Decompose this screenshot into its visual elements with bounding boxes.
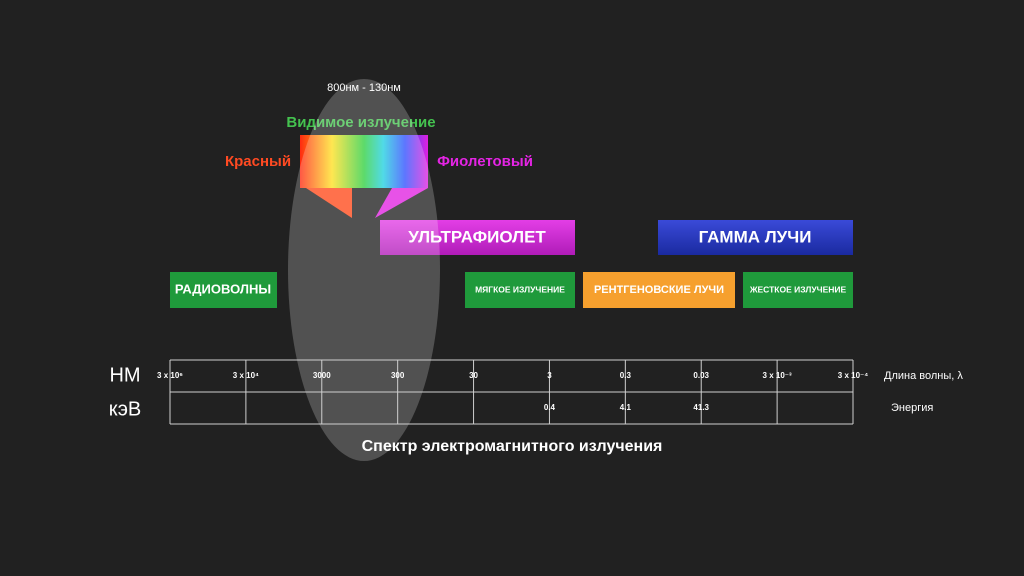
- caption: Спектр электромагнитного излучения: [362, 438, 663, 455]
- red-pointer: [306, 188, 352, 218]
- energy-label: 0.4: [544, 403, 556, 412]
- visible-spectrum: [300, 135, 428, 188]
- visible-highlight: [288, 79, 440, 461]
- energy-label: 4.1: [620, 403, 632, 412]
- unit-label: кэВ: [109, 398, 142, 420]
- red-label: Красный: [225, 153, 291, 170]
- soft-band: [465, 272, 575, 308]
- wavelength-label: 300: [391, 371, 405, 380]
- wavelength-label: 3 x 10⁻⁴: [838, 371, 868, 380]
- visible-range: 800нм - 130нм: [327, 82, 401, 94]
- band-label: МЯГКОЕ ИЗЛУЧЕНИЕ: [475, 284, 565, 294]
- band-label: РЕНТГЕНОВСКИЕ ЛУЧИ: [594, 284, 724, 296]
- visible-title: Видимое излучение: [286, 114, 435, 131]
- wavelength-caption: Длина волны, λ: [884, 370, 963, 382]
- hard-band: [743, 272, 853, 308]
- wavelength-label: 3000: [313, 371, 331, 380]
- unit-label: НМ: [109, 364, 140, 386]
- violet-pointer: [375, 188, 428, 218]
- wavelength-label: 0.3: [620, 371, 632, 380]
- band-label: УЛЬТРАФИОЛЕТ: [408, 227, 546, 246]
- wavelength-label: 0.03: [693, 371, 709, 380]
- violet-label: Фиолетовый: [437, 153, 533, 170]
- energy-caption: Энергия: [891, 402, 933, 414]
- wavelength-label: 3 x 10⁴: [233, 371, 259, 380]
- wavelength-label: 3 x 10⁻³: [763, 371, 792, 380]
- wavelength-label: 3: [547, 371, 552, 380]
- ultraviolet-band: [380, 220, 575, 255]
- band-label: РАДИОВОЛНЫ: [175, 281, 271, 296]
- xray-band: [583, 272, 735, 308]
- band-label: ЖЕСТКОЕ ИЗЛУЧЕНИЕ: [749, 284, 847, 294]
- wavelength-label: 3 x 10⁶: [157, 371, 183, 380]
- energy-label: 41.3: [693, 403, 709, 412]
- gamma-band: [658, 220, 853, 255]
- wavelength-label: 30: [469, 371, 478, 380]
- radio-band: [170, 272, 277, 308]
- band-label: ГАММА ЛУЧИ: [699, 227, 812, 246]
